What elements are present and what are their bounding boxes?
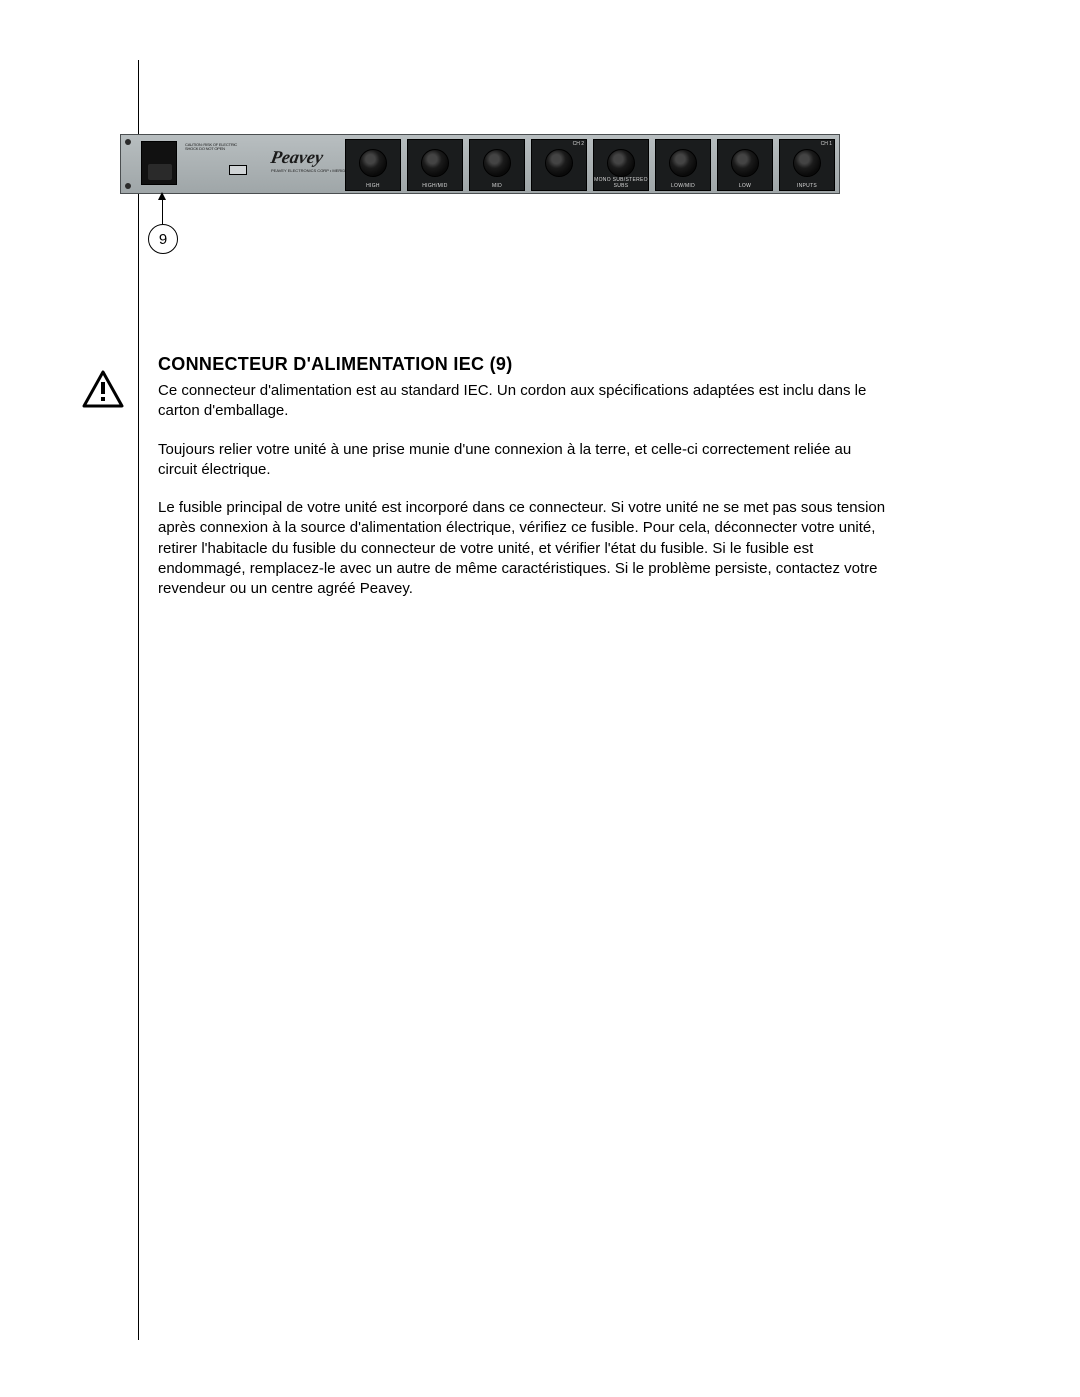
brand-logo: Peavey: [269, 147, 325, 168]
jack-label: LOW/MID: [656, 183, 710, 189]
xlr-icon: [607, 149, 635, 177]
xlr-icon: [669, 149, 697, 177]
jack: CH 1 INPUTS: [779, 139, 835, 191]
jack: LOW: [717, 139, 773, 191]
jack: MID: [469, 139, 525, 191]
xlr-icon: [545, 149, 573, 177]
xlr-icon: [793, 149, 821, 177]
jack-label: HIGH: [346, 183, 400, 189]
xlr-icon: [359, 149, 387, 177]
left-margin-rule: [138, 60, 139, 1340]
panel-spec-text: CAUTION: RISK OF ELECTRIC SHOCK DO NOT O…: [185, 143, 245, 152]
jack-strip: HIGH HIGH/MID MID CH 2 MONO SUB/STEREO S: [345, 139, 835, 191]
jack-label: HIGH/MID: [408, 183, 462, 189]
jack-label: MID: [470, 183, 524, 189]
section-paragraph: Toujours relier votre unité à une prise …: [158, 440, 888, 481]
iec-connector-icon: [141, 141, 177, 185]
jack-top-label: CH 1: [821, 141, 832, 147]
screw-icon: [125, 183, 131, 189]
jack: HIGH/MID: [407, 139, 463, 191]
xlr-icon: [483, 149, 511, 177]
rack-panel-diagram: CAUTION: RISK OF ELECTRIC SHOCK DO NOT O…: [120, 134, 840, 194]
section-paragraph: Ce connecteur d'alimentation est au stan…: [158, 381, 888, 422]
warning-icon: [82, 370, 124, 408]
jack-label: INPUTS: [780, 183, 834, 189]
section-content: CONNECTEUR D'ALIMENTATION IEC (9) Ce con…: [158, 354, 888, 617]
ce-mark-icon: [229, 165, 247, 175]
xlr-icon: [421, 149, 449, 177]
jack: MONO SUB/STEREO SUBS: [593, 139, 649, 191]
callout-number: 9: [148, 224, 178, 254]
jack-label: MONO SUB/STEREO SUBS: [594, 177, 648, 189]
jack: HIGH: [345, 139, 401, 191]
section-heading: CONNECTEUR D'ALIMENTATION IEC (9): [158, 354, 888, 375]
jack-top-label: CH 2: [573, 141, 584, 147]
rack-panel: CAUTION: RISK OF ELECTRIC SHOCK DO NOT O…: [120, 134, 840, 194]
screw-icon: [125, 139, 131, 145]
callout-line: [162, 194, 163, 224]
section-paragraph: Le fusible principal de votre unité est …: [158, 498, 888, 599]
jack-label: LOW: [718, 183, 772, 189]
jack: CH 2: [531, 139, 587, 191]
jack: LOW/MID: [655, 139, 711, 191]
xlr-icon: [731, 149, 759, 177]
